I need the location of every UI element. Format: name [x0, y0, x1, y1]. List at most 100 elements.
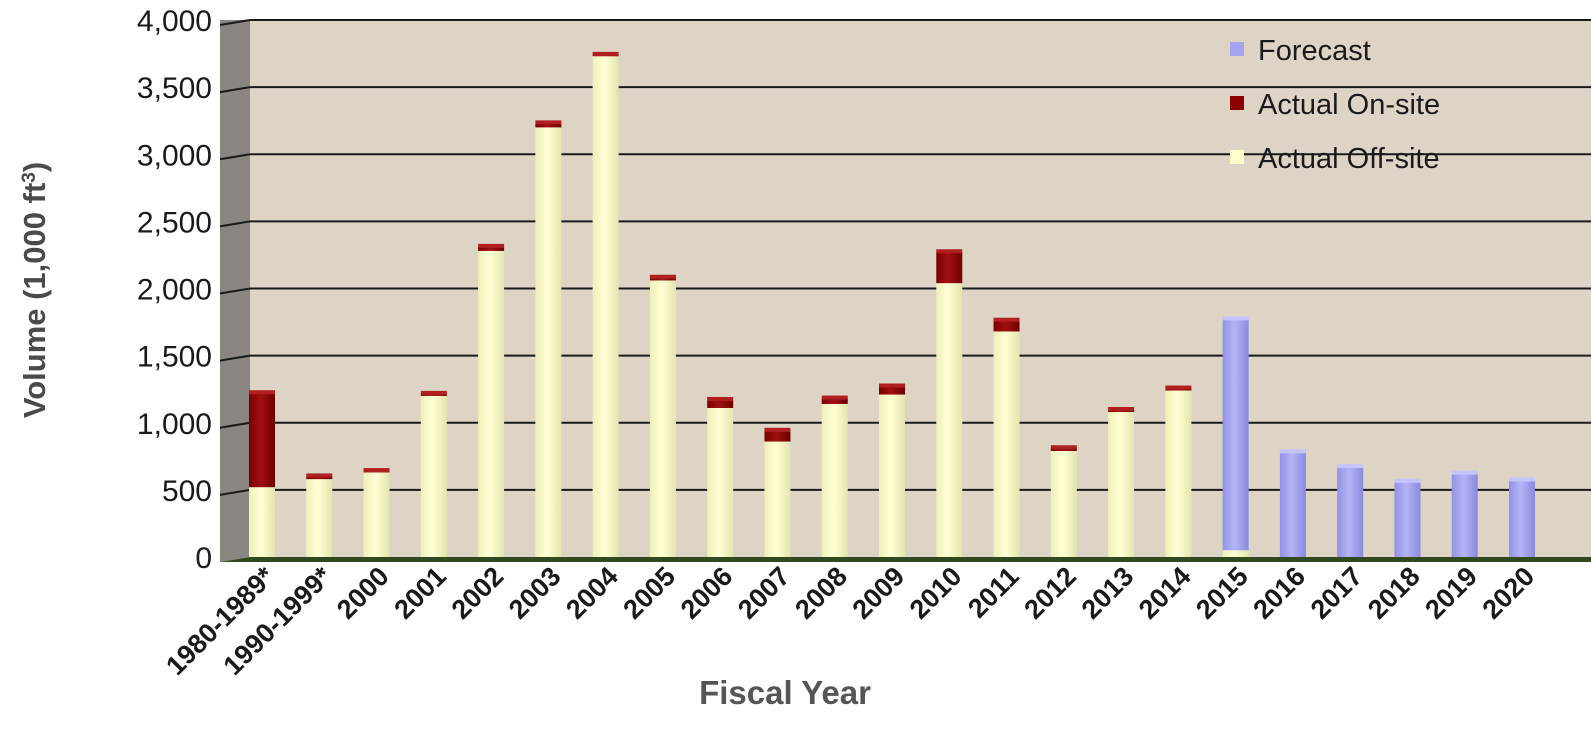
bar-cap-2005	[649, 274, 676, 279]
bar-actual-off-site-2004	[592, 56, 619, 558]
y-axis-title: Volume (1,000 ft3)	[17, 162, 52, 418]
bar-cap-2004	[592, 51, 619, 56]
bar-actual-off-site-2001	[420, 395, 447, 557]
x-tick-label-2000: 2000	[331, 561, 395, 625]
x-tick-label-2009: 2009	[847, 561, 911, 625]
bar-actual-on-site-2014	[1165, 388, 1192, 391]
bar-actual-on-site-2006	[707, 399, 734, 408]
y-tick-label: 1,000	[137, 408, 212, 441]
y-tick-label: 3,000	[137, 139, 212, 172]
bar-actual-on-site-2010	[936, 252, 963, 284]
bar-forecast-2020	[1509, 480, 1535, 557]
x-tick-label-2004: 2004	[560, 561, 624, 625]
legend-label-actual-off-site: Actual Off-site	[1258, 143, 1440, 175]
bar-cap-2016	[1279, 449, 1306, 454]
bar-actual-off-site-2012	[1050, 450, 1077, 557]
gridline-side-3000	[219, 153, 251, 161]
bar-actual-off-site-2003	[535, 127, 562, 558]
bar-actual-off-site-2005	[649, 280, 676, 557]
x-tick-label-2001: 2001	[388, 561, 452, 625]
bar-cap-2011	[993, 317, 1020, 322]
y-tick-label: 500	[162, 475, 212, 508]
bar-actual-on-site-2012	[1050, 448, 1077, 451]
bar-actual-on-site-2003	[535, 123, 562, 128]
bar-actual-off-site-1980-1989	[249, 487, 275, 557]
bar-cap-2008	[821, 395, 848, 400]
x-tick-label-2006: 2006	[675, 561, 739, 625]
bar-actual-off-site-1990-1999	[306, 479, 333, 557]
y-tick-label: 1,500	[137, 341, 212, 374]
bar-actual-on-site-2011	[993, 320, 1020, 332]
bar-actual-on-site-2002	[478, 246, 505, 251]
x-tick-label-2010: 2010	[904, 561, 968, 625]
gridline-side-4000	[219, 19, 251, 26]
bar-forecast-2018	[1394, 481, 1421, 557]
bar-actual-on-site-1990-1999	[306, 476, 333, 480]
x-tick-label-2015: 2015	[1190, 561, 1254, 625]
bar-cap-2014	[1165, 385, 1192, 390]
x-tick-label-2008: 2008	[789, 561, 853, 625]
gridline-side-1000	[219, 421, 251, 429]
x-tick-label-2016: 2016	[1247, 561, 1311, 625]
gridlines	[219, 19, 1591, 496]
gridline-side-500	[219, 488, 251, 496]
x-tick-label-2003: 2003	[503, 561, 567, 625]
bar-actual-off-site-2010	[936, 283, 963, 557]
bar-cap-2002	[478, 243, 505, 248]
bar-cap-1990-1999	[306, 473, 333, 478]
x-tick-label-2012: 2012	[1018, 561, 1082, 625]
legend-label-actual-on-site: Actual On-site	[1258, 89, 1440, 121]
x-tick-label-2013: 2013	[1076, 561, 1140, 625]
y-tick-label: 2,000	[137, 274, 212, 307]
y-tick-label: 3,500	[137, 72, 212, 105]
bar-cap-2012	[1050, 445, 1077, 450]
bar-actual-off-site-2008	[821, 403, 848, 557]
bar-actual-off-site-2000	[363, 472, 390, 557]
bar-actual-off-site-2009	[879, 394, 905, 557]
bar-actual-off-site-2002	[478, 250, 505, 557]
bar-cap-2018	[1394, 478, 1421, 483]
bar-cap-2006	[707, 396, 734, 401]
bar-forecast-2015	[1222, 319, 1249, 551]
bar-cap-2020	[1509, 477, 1535, 482]
bar-actual-on-site-2013	[1108, 409, 1135, 413]
x-axis-title: Fiscal Year	[699, 674, 871, 711]
bar-cap-2019	[1451, 470, 1478, 475]
bar-cap-2003	[535, 120, 562, 125]
bar-actual-off-site-2013	[1108, 412, 1135, 557]
legend-swatch-actual-off-site	[1230, 150, 1244, 164]
x-tick-label-2019: 2019	[1419, 561, 1483, 625]
bar-cap-2001	[420, 390, 447, 395]
bar-actual-on-site-2009	[879, 386, 905, 395]
bar-cap-2010	[936, 249, 963, 254]
y-tick-label: 2,500	[137, 206, 212, 239]
legend-swatch-actual-on-site	[1230, 96, 1244, 110]
gridline-side-2500	[219, 220, 251, 228]
bar-actual-off-site-2015	[1222, 550, 1249, 557]
gridline-side-2000	[219, 287, 251, 295]
x-tick-label-2014: 2014	[1133, 561, 1197, 625]
bar-forecast-2016	[1279, 452, 1306, 557]
legend: Forecast Actual On-site Actual Off-site	[1230, 35, 1440, 175]
bar-actual-on-site-2005	[649, 277, 676, 281]
bar-cap-2017	[1337, 464, 1364, 469]
bar-actual-on-site-2001	[420, 393, 447, 396]
bar-actual-on-site-1980-1989	[249, 393, 275, 488]
legend-swatch-forecast	[1230, 42, 1244, 56]
bar-actual-on-site-2007	[764, 430, 791, 442]
gridline-side-3500	[219, 86, 251, 94]
x-tick-label-2007: 2007	[732, 561, 796, 625]
x-tick-label-2020: 2020	[1477, 561, 1541, 625]
bar-actual-off-site-2007	[764, 441, 791, 557]
bar-cap-1980-1989	[249, 390, 275, 395]
x-tick-label-2011: 2011	[962, 561, 1025, 624]
bar-actual-on-site-2008	[821, 398, 848, 404]
bars	[249, 51, 1535, 558]
x-tick-labels: 1980-1989*1990-1999*20002001200220032004…	[160, 561, 1540, 681]
x-tick-label-2017: 2017	[1305, 561, 1369, 625]
bar-actual-off-site-2011	[993, 331, 1020, 557]
gridline-side-1500	[219, 354, 251, 362]
bar-forecast-2017	[1337, 467, 1364, 557]
bar-cap-2015	[1222, 316, 1249, 321]
